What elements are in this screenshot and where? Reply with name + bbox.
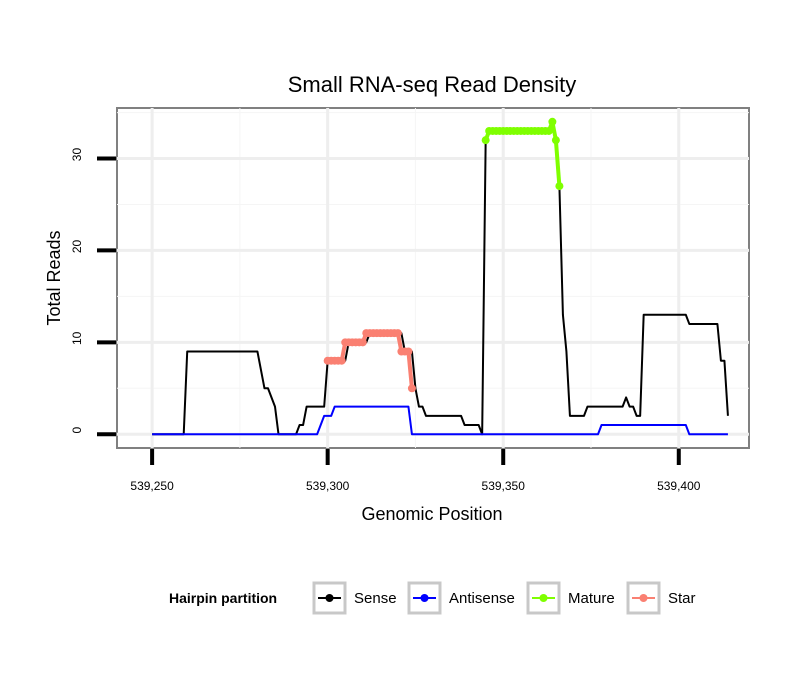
x-tick-label: 539,400 xyxy=(657,479,701,493)
x-tick-label: 539,300 xyxy=(306,479,350,493)
y-tick-label: 20 xyxy=(70,239,84,253)
star-point xyxy=(404,347,413,356)
legend-title: Hairpin partition xyxy=(169,590,277,606)
star-point xyxy=(393,329,402,338)
legend-key-point xyxy=(420,594,429,602)
mature-point xyxy=(551,136,560,145)
sense-line xyxy=(152,120,729,436)
mature-point xyxy=(544,126,553,135)
y-tick-label: 30 xyxy=(70,148,84,162)
star-point xyxy=(407,384,416,393)
mature-point xyxy=(481,136,490,145)
y-tick-label: 0 xyxy=(70,427,84,434)
legend-label: Mature xyxy=(568,590,615,607)
star-point xyxy=(337,356,346,365)
mature-point xyxy=(548,117,557,126)
legend-key-point xyxy=(639,594,648,602)
legend-item-mature: Mature xyxy=(526,581,615,615)
legend-item-sense: Sense xyxy=(312,581,397,615)
legend: Hairpin partition Sense Antisense Mature St… xyxy=(169,581,696,615)
legend-label: Sense xyxy=(354,590,397,607)
plot-panel xyxy=(116,107,750,449)
mature-point xyxy=(555,182,564,191)
legend-item-star: Star xyxy=(626,581,696,615)
legend-label: Star xyxy=(668,590,696,607)
series-layer xyxy=(152,117,729,436)
star-point xyxy=(358,338,367,347)
grid-lines xyxy=(117,108,749,448)
x-axis-title: Genomic Position xyxy=(361,504,502,524)
y-tick-label: 10 xyxy=(70,331,84,345)
x-tick-label: 539,350 xyxy=(482,479,526,493)
mature-segment xyxy=(553,140,562,187)
x-tick-label: 539,250 xyxy=(130,479,174,493)
y-axis-title: Total Reads xyxy=(44,230,64,325)
legend-key-point xyxy=(325,594,334,602)
chart-title: Small RNA-seq Read Density xyxy=(288,72,577,97)
antisense-line xyxy=(152,405,728,436)
legend-key-point xyxy=(539,594,548,602)
axes: 539,250 539,300 539,350 539,400 0 10 20 30 xyxy=(70,148,701,493)
star-segment xyxy=(406,351,414,389)
legend-item-antisense: Antisense xyxy=(407,581,515,615)
legend-label: Antisense xyxy=(449,590,515,607)
